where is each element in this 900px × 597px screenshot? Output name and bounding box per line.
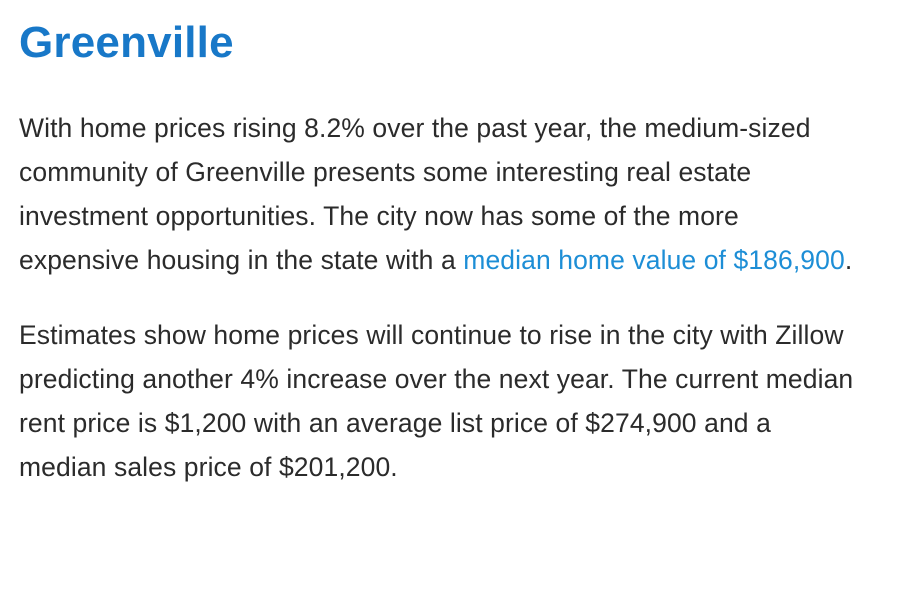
median-home-value-link[interactable]: median home value of $186,900 — [463, 245, 845, 275]
page-title: Greenville — [19, 18, 234, 67]
estimates-paragraph: Estimates show home prices will continue… — [19, 320, 854, 482]
article: Greenville With home prices rising 8.2% … — [19, 14, 859, 489]
intro-paragraph: With home prices rising 8.2% over the pa… — [19, 106, 859, 282]
intro-text-before-link: With home prices rising 8.2% over the pa… — [19, 113, 811, 275]
intro-text-after-link: . — [844, 245, 853, 275]
